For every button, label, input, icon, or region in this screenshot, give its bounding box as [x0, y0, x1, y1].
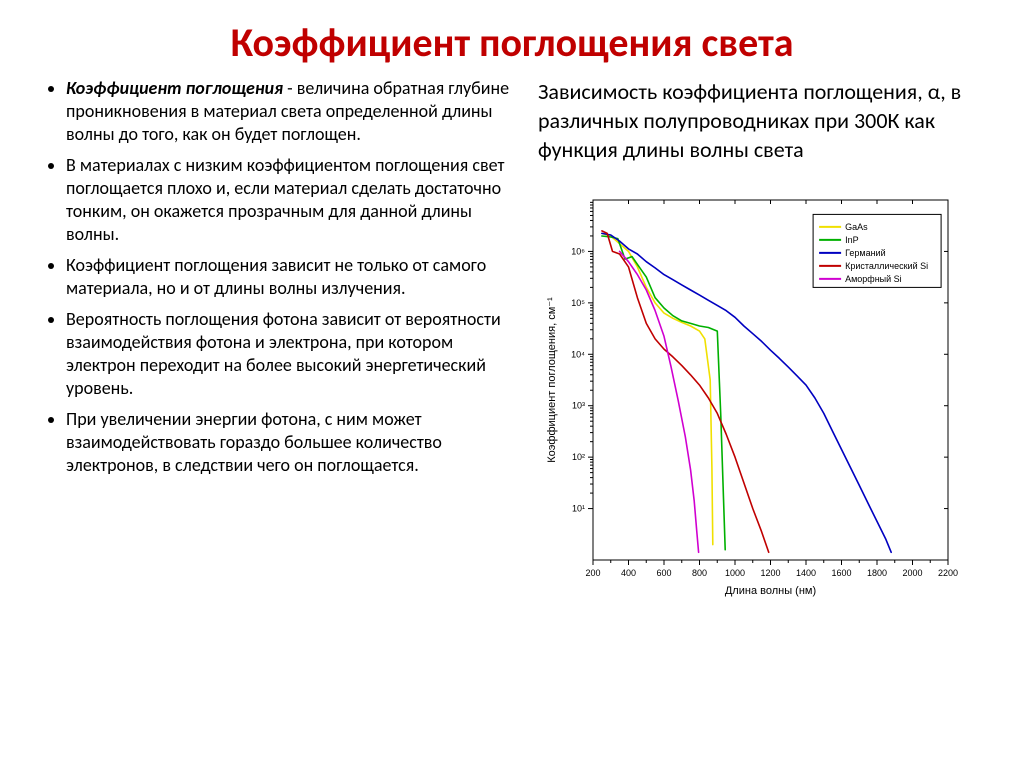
- svg-text:10¹: 10¹: [572, 504, 585, 514]
- left-column: Коэффициент поглощения - величина обратн…: [44, 77, 514, 612]
- svg-text:Коэффициент поглощения, см⁻¹: Коэффициент поглощения, см⁻¹: [546, 297, 558, 463]
- content-columns: Коэффициент поглощения - величина обратн…: [44, 77, 980, 612]
- svg-text:InP: InP: [845, 235, 859, 245]
- svg-text:1000: 1000: [725, 568, 745, 578]
- svg-text:400: 400: [621, 568, 636, 578]
- slide: Коэффициент поглощения света Коэффициент…: [0, 0, 1024, 767]
- chart-svg: 200 400 600 800 1000 1200 1400 1600 1800 2000 2200…: [538, 182, 968, 612]
- svg-text:1400: 1400: [796, 568, 816, 578]
- absorption-chart: 200 400 600 800 1000 1200 1400 1600 1800 2000 2200…: [538, 182, 968, 612]
- svg-text:Длина волны (нм): Длина волны (нм): [725, 585, 816, 597]
- svg-text:800: 800: [692, 568, 707, 578]
- list-item: Коэффициент поглощения зависит не только…: [66, 254, 514, 300]
- right-column: Зависимость коэффициента поглощения, α, …: [538, 77, 980, 612]
- svg-text:10⁶: 10⁶: [571, 247, 585, 257]
- svg-text:200: 200: [585, 568, 600, 578]
- svg-text:1600: 1600: [831, 568, 851, 578]
- svg-text:10²: 10²: [572, 452, 585, 462]
- svg-text:600: 600: [656, 568, 671, 578]
- svg-text:10⁴: 10⁴: [571, 349, 585, 359]
- svg-text:1200: 1200: [760, 568, 780, 578]
- svg-text:Аморфный Si: Аморфный Si: [845, 274, 902, 284]
- svg-text:2200: 2200: [938, 568, 958, 578]
- svg-text:Кристаллический Si: Кристаллический Si: [845, 261, 928, 271]
- chart-caption: Зависимость коэффициента поглощения, α, …: [538, 77, 980, 164]
- list-item: В материалах с низким коэффициентом погл…: [66, 154, 514, 246]
- svg-text:10³: 10³: [572, 401, 585, 411]
- page-title: Коэффициент поглощения света: [44, 18, 980, 67]
- svg-text:Германий: Германий: [845, 248, 886, 258]
- list-item: Вероятность поглощения фотона зависит от…: [66, 308, 514, 400]
- svg-text:1800: 1800: [867, 568, 887, 578]
- list-item: При увеличении энергии фотона, с ним мож…: [66, 408, 514, 477]
- bullet-list: Коэффициент поглощения - величина обратн…: [44, 77, 514, 478]
- svg-text:10⁵: 10⁵: [571, 298, 585, 308]
- bullet-lead: Коэффициент поглощения: [66, 77, 287, 99]
- svg-text:2000: 2000: [902, 568, 922, 578]
- list-item: Коэффициент поглощения - величина обратн…: [66, 77, 514, 146]
- svg-text:GaAs: GaAs: [845, 222, 868, 232]
